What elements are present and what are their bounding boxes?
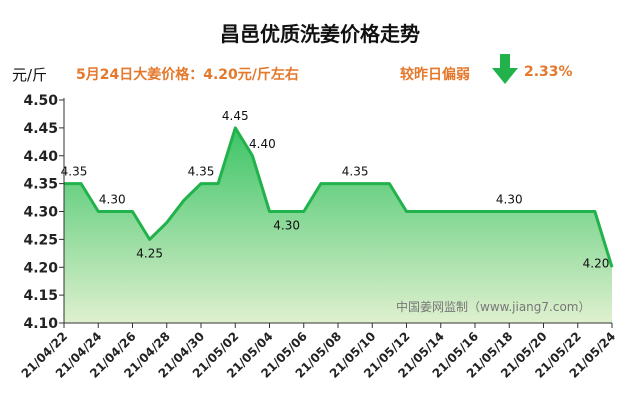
down-arrow-icon: [492, 54, 518, 84]
area-fill: [64, 127, 612, 324]
data-labels: 4.35 4.30 4.25 4.35 4.454.40 4.30 4.35 4.30 4.20: [61, 109, 610, 270]
price-line: [64, 126, 614, 268]
data-label: 4.35: [61, 165, 88, 179]
data-label: 4.25: [136, 246, 163, 260]
watermark: 中国姜网监制（www.jiang7.com）: [396, 299, 590, 314]
data-label: 4.40: [249, 137, 276, 151]
y-tick-label: 4.35: [23, 177, 58, 193]
y-tick-label: 4.20: [23, 260, 58, 276]
data-label: 4.30: [273, 219, 300, 233]
data-label: 4.35: [342, 165, 369, 179]
chart-title: 昌邑优质洗姜价格走势: [220, 22, 420, 46]
y-tick-label: 4.25: [23, 232, 58, 248]
data-label: 4.30: [496, 193, 523, 207]
change-label: 较昨日偏弱: [400, 67, 470, 83]
y-tick-label: 4.15: [23, 288, 58, 304]
data-label: 4.20: [583, 256, 610, 270]
data-label: 4.35: [188, 165, 215, 179]
change-percent: 2.33%: [524, 64, 573, 80]
y-tick-label: 4.10: [23, 316, 58, 332]
price-note: 5月24日大姜价格：4.20元/斤左右: [76, 67, 299, 83]
data-label: 4.30: [99, 193, 126, 207]
y-tick-label: 4.30: [23, 205, 58, 221]
y-tick-label: 4.50: [23, 93, 58, 109]
y-tick-label: 4.40: [23, 149, 58, 165]
y-axis-unit: 元/斤: [12, 66, 48, 84]
y-tick-label: 4.45: [23, 121, 58, 137]
data-label: 4.45: [222, 109, 249, 123]
plot-area: [64, 126, 614, 324]
